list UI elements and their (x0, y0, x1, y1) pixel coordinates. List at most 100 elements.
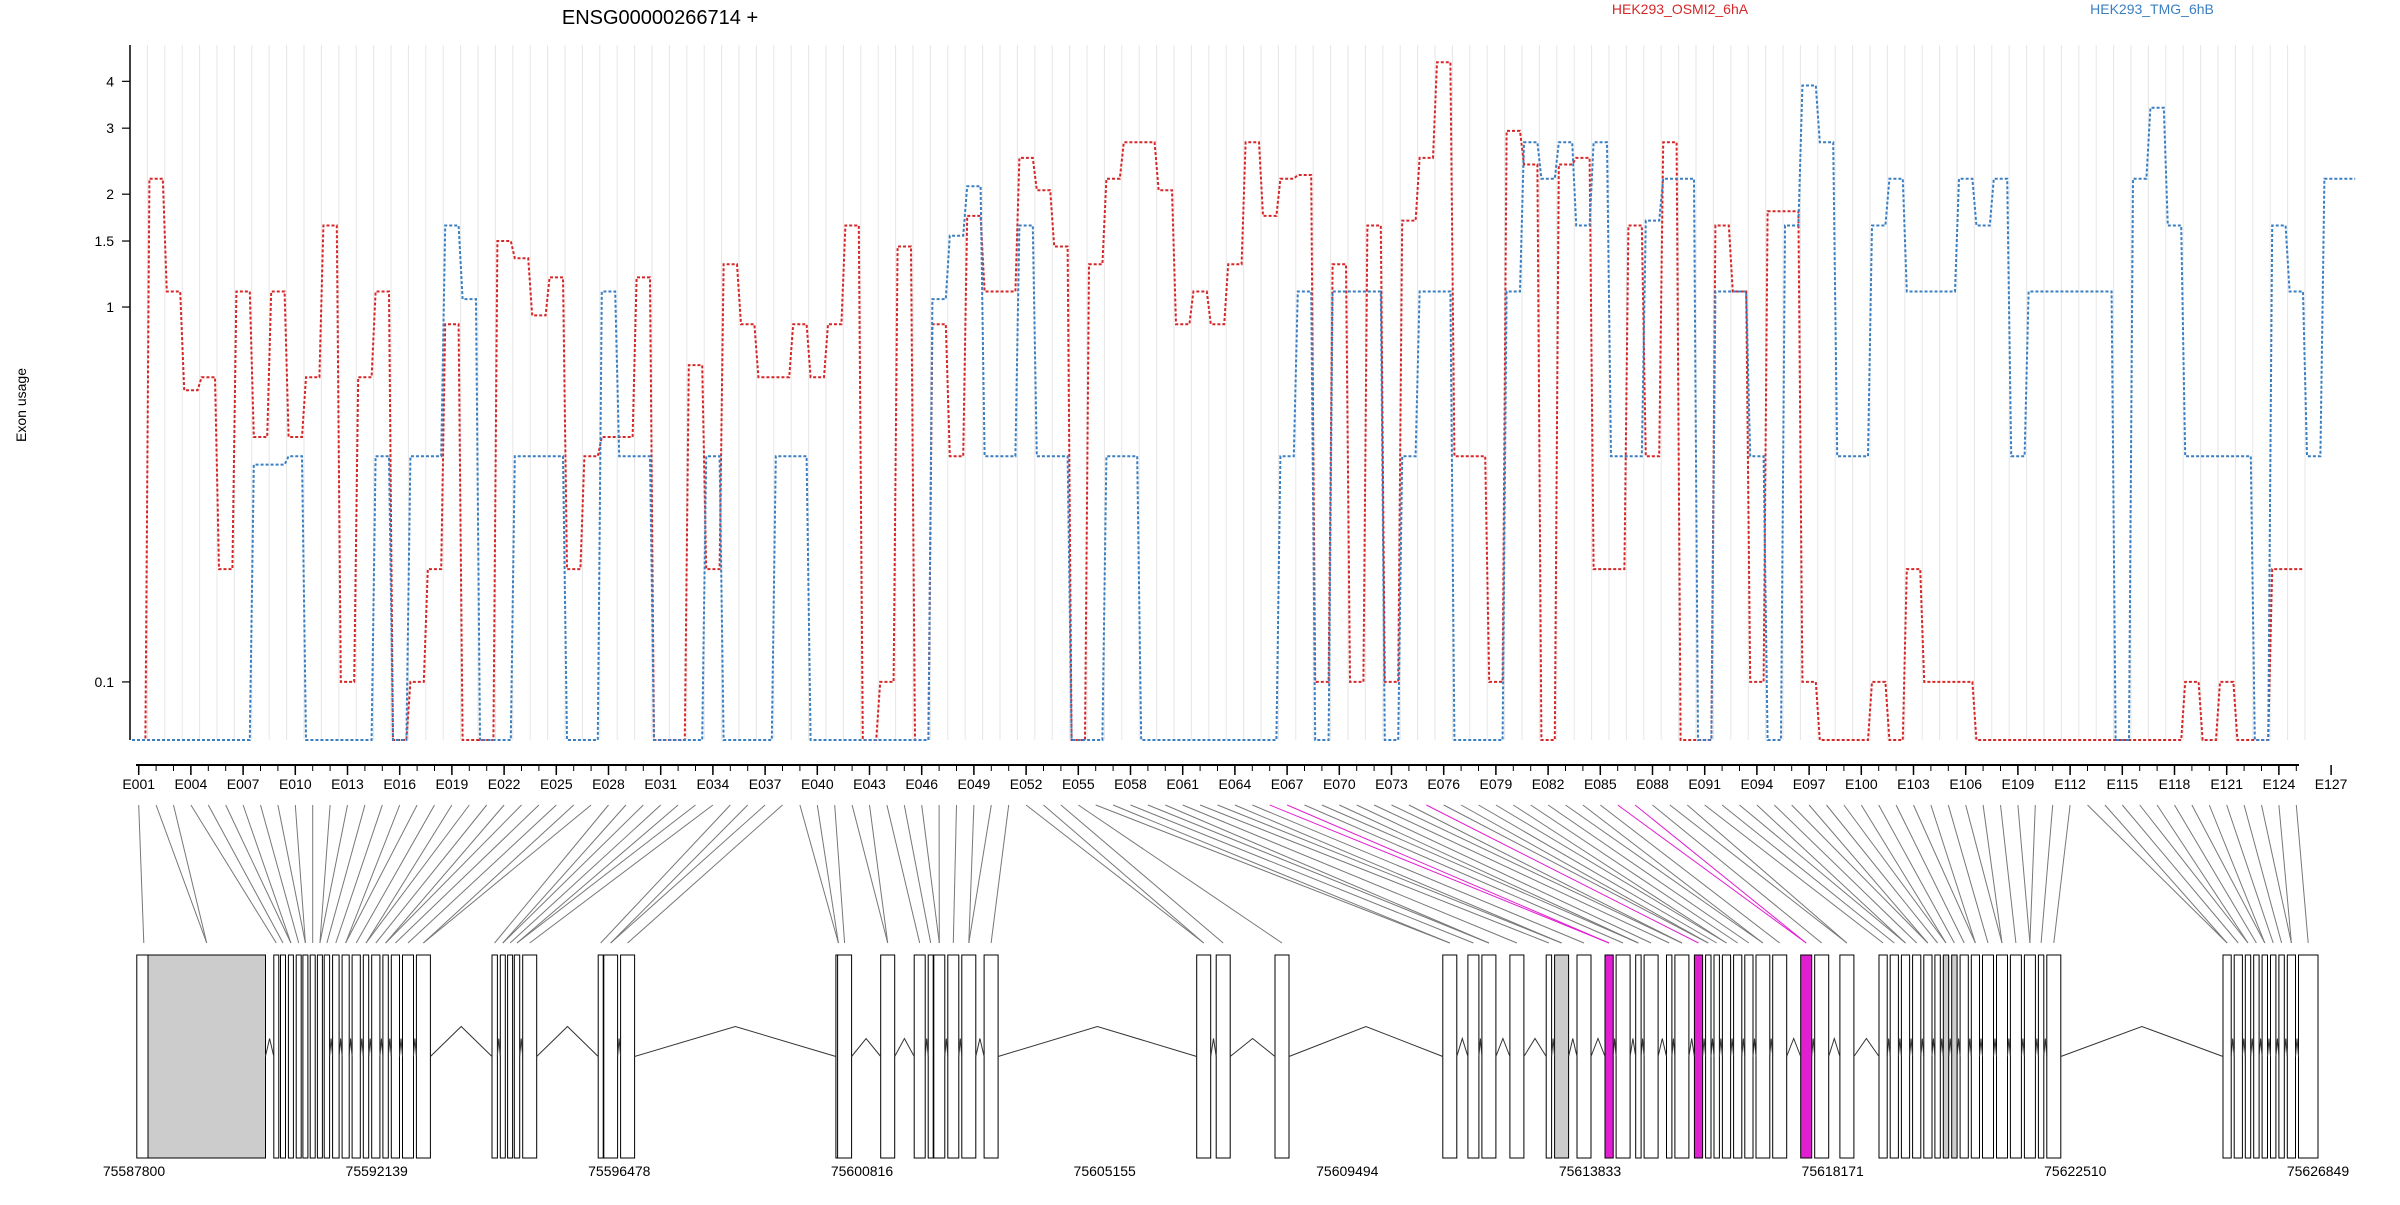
x-tick-label: E091 (1688, 776, 1721, 792)
y-tick-label: 2 (106, 186, 114, 202)
exon-connector (346, 805, 400, 943)
exon-connector (320, 805, 348, 943)
exon-connector (1357, 805, 1651, 943)
genomic-coordinate-label: 75622510 (2044, 1163, 2107, 1179)
y-tick-label: 1.5 (95, 233, 115, 249)
exon-connector (1827, 805, 1938, 943)
exon-connector (517, 805, 678, 943)
exon-connector (2140, 805, 2248, 943)
exon-box (2010, 955, 2021, 1158)
exon-box (492, 955, 497, 1158)
exon-connector (243, 805, 291, 943)
exon-connector (517, 805, 696, 943)
exon-box (148, 955, 266, 1158)
exon-connector (1757, 805, 1906, 943)
exon-box (934, 955, 945, 1158)
legend-entry-tmg: HEK293_TMG_6hB (2090, 1, 2214, 17)
exon-connector (191, 805, 276, 943)
intron-line (852, 1039, 881, 1057)
x-tick-label: E028 (592, 776, 625, 792)
exon-box (1275, 955, 1289, 1158)
exon-box (948, 955, 959, 1158)
intron-line (1630, 1039, 1636, 1057)
exon-box (1971, 955, 1979, 1158)
exon-box (1482, 955, 1496, 1158)
intron-line (1289, 1027, 1443, 1057)
exon-box (310, 955, 315, 1158)
exon-box (514, 955, 519, 1158)
exon-box (598, 955, 603, 1158)
exon-connector (1218, 805, 1562, 943)
x-tick-label: E109 (2002, 776, 2035, 792)
exon-box (403, 955, 414, 1158)
x-tick-label: E124 (2263, 776, 2296, 792)
exon-box (342, 955, 349, 1158)
chart-title: ENSG00000266714 + (562, 7, 758, 29)
exon-box (1616, 955, 1630, 1158)
exon-box (1734, 955, 1742, 1158)
exon-connector (1339, 805, 1638, 943)
exon-box (274, 955, 279, 1158)
exon-box (1667, 955, 1672, 1158)
exon-connector (611, 805, 748, 943)
exon-box (281, 955, 286, 1158)
intron-line (998, 1027, 1197, 1057)
exon-box (962, 955, 976, 1158)
exon-box (838, 955, 852, 1158)
exon-connector (2054, 805, 2070, 943)
exon-connector (887, 805, 920, 943)
exon-box (1840, 955, 1854, 1158)
exon-connector (503, 805, 626, 943)
exon-connector (991, 805, 1009, 943)
exon-connector (2122, 805, 2238, 943)
exon-box (1722, 955, 1730, 1158)
exon-connector (2175, 805, 2257, 943)
exon-box (1890, 955, 1898, 1158)
genomic-coordinate-label: 75592139 (346, 1163, 409, 1179)
exon-box (2271, 955, 2276, 1158)
exon-box (1943, 955, 1948, 1158)
x-tick-label: E043 (853, 776, 886, 792)
exon-connector (1635, 805, 1806, 943)
exon-box (416, 955, 430, 1158)
x-tick-label: E001 (122, 776, 155, 792)
exon-box (604, 955, 618, 1158)
x-tick-label: E037 (749, 776, 782, 792)
exon-box (1443, 955, 1457, 1158)
exon-box (317, 955, 322, 1158)
exon-connector (2296, 805, 2308, 943)
exon-box (1801, 955, 1812, 1158)
x-tick-label: E052 (1010, 776, 1043, 792)
exon-connector (1548, 805, 1749, 943)
x-tick-label: E016 (383, 776, 416, 792)
exon-box (333, 955, 340, 1158)
exon-box (621, 955, 635, 1158)
x-tick-label: E013 (331, 776, 364, 792)
exon-box (303, 955, 308, 1158)
exon-box (1555, 955, 1569, 1158)
exon-connector (156, 805, 207, 943)
exon-box (1935, 955, 1940, 1158)
intron-line (1787, 1039, 1801, 1057)
exon-connector (1200, 805, 1549, 943)
exon-connector (356, 805, 434, 943)
exon-connector (395, 805, 539, 943)
exon-box (363, 955, 368, 1158)
intron-line (430, 1027, 492, 1057)
exon-box (1577, 955, 1591, 1158)
exon-connector (2041, 805, 2053, 943)
exon-box (1960, 955, 1968, 1158)
exon-box (2245, 955, 2250, 1158)
exon-connector (1392, 805, 1682, 943)
exon-connector (922, 805, 940, 943)
x-tick-label: E073 (1375, 776, 1408, 792)
x-tick-label: E004 (175, 776, 208, 792)
intron-line (1854, 1039, 1879, 1057)
x-tick-label: E055 (1062, 776, 1095, 792)
exon-box (1815, 955, 1829, 1158)
exon-connector (969, 805, 974, 943)
exon-connector (1966, 805, 2002, 943)
x-tick-label: E040 (801, 776, 834, 792)
